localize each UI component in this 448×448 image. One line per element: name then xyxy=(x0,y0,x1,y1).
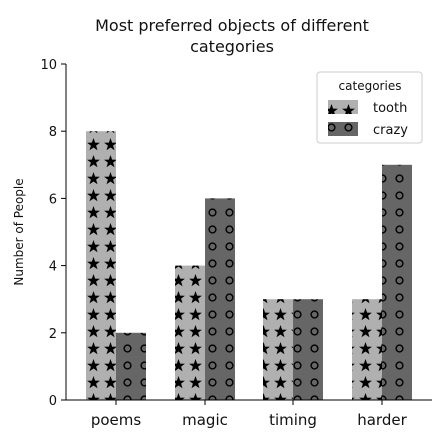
legend-label-tooth: tooth xyxy=(373,101,407,116)
chart-title-line-2: categories xyxy=(190,37,274,56)
y-tick-label: 6 xyxy=(49,192,57,207)
bar-harder-tooth xyxy=(352,299,382,400)
chart-title-line-1: Most preferred objects of different xyxy=(95,16,369,35)
bar-timing-tooth xyxy=(263,299,293,400)
y-tick-label: 10 xyxy=(40,58,57,73)
legend-swatch-tooth xyxy=(328,100,358,114)
x-tick-label-magic: magic xyxy=(182,411,228,429)
y-tick-label: 2 xyxy=(49,327,57,342)
y-axis-label: Number of People xyxy=(12,178,26,285)
y-axis-ticks: 0 2 4 6 8 10 xyxy=(40,58,66,409)
y-tick-label: 4 xyxy=(49,260,57,275)
bar-magic-tooth xyxy=(175,265,205,400)
x-axis-tick-labels: poems magic timing harder xyxy=(91,400,408,429)
legend-label-crazy: crazy xyxy=(373,123,408,138)
bar-harder-crazy xyxy=(382,164,412,400)
x-tick-label-timing: timing xyxy=(269,411,317,429)
bar-poems-crazy xyxy=(116,332,146,400)
bar-timing-crazy xyxy=(293,299,323,400)
x-tick-label-harder: harder xyxy=(357,411,407,429)
legend-swatch-crazy xyxy=(328,122,358,136)
y-tick-label: 0 xyxy=(49,394,57,409)
bar-magic-crazy xyxy=(205,198,235,400)
y-tick-label: 8 xyxy=(49,125,57,140)
legend-title: categories xyxy=(339,79,402,93)
bars xyxy=(86,131,412,400)
bar-poems-tooth xyxy=(86,131,116,400)
x-tick-label-poems: poems xyxy=(91,411,142,429)
legend: categories tooth crazy xyxy=(316,71,423,144)
